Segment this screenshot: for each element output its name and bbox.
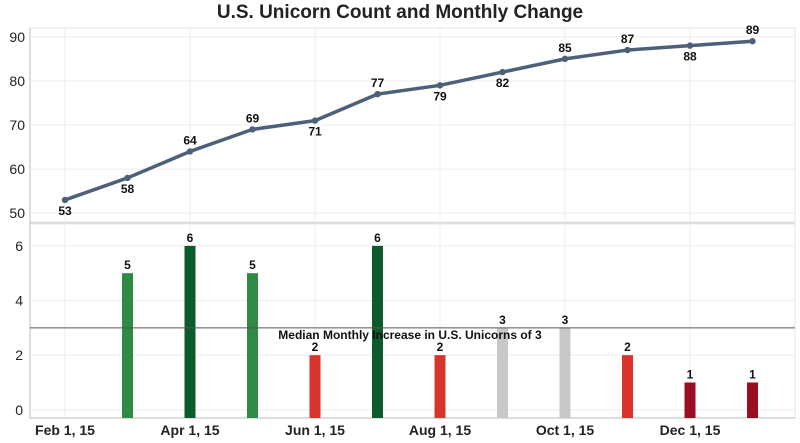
line-value-label: 71 xyxy=(308,125,322,139)
monthly-change-bar xyxy=(747,382,758,418)
line-value-label: 77 xyxy=(371,76,385,90)
bottom-y-tick-label: 6 xyxy=(15,238,23,254)
bar-value-label: 2 xyxy=(437,340,444,354)
top-y-tick-label: 60 xyxy=(9,161,25,177)
x-tick-label: Aug 1, 15 xyxy=(409,422,471,438)
line-point xyxy=(249,126,256,133)
bar-value-label: 2 xyxy=(312,340,319,354)
bar-value-label: 2 xyxy=(624,340,631,354)
chart-title: U.S. Unicorn Count and Monthly Change xyxy=(216,2,584,23)
bar-value-label: 6 xyxy=(187,231,194,245)
x-tick-label: Apr 1, 15 xyxy=(160,422,219,438)
line-point xyxy=(749,38,756,45)
x-tick-label: Dec 1, 15 xyxy=(660,422,721,438)
line-value-label: 64 xyxy=(183,133,197,147)
monthly-change-bar xyxy=(622,355,633,418)
top-y-tick-label: 80 xyxy=(9,73,25,89)
line-panel: 53 58 64 69 71 77 79 82 85 87 88 89 xyxy=(58,23,759,218)
line-point xyxy=(624,46,631,54)
bar-value-label: 6 xyxy=(374,231,381,245)
x-tick-label: Jun 1, 15 xyxy=(285,422,345,438)
bottom-y-tick-label: 2 xyxy=(15,347,23,363)
median-label: Median Monthly Increase in U.S. Unicorns… xyxy=(278,328,542,342)
monthly-change-bar xyxy=(122,273,133,418)
line-value-label: 69 xyxy=(246,111,260,125)
bar-value-label: 1 xyxy=(749,367,756,381)
line-point xyxy=(499,68,506,76)
bottom-panel-frame xyxy=(29,223,796,419)
bar-panel: 5 6 5 2 6 2 3 3 2 1 1 Median Monthly Increase in U.… xyxy=(30,231,795,418)
bar-value-label: 5 xyxy=(124,258,131,272)
bar-value-label: 3 xyxy=(499,313,506,327)
monthly-change-bar xyxy=(309,355,321,418)
grid-layer xyxy=(29,27,796,419)
bar-value-label: 1 xyxy=(687,367,694,381)
line-value-label: 87 xyxy=(621,32,635,46)
x-tick-label: Oct 1, 15 xyxy=(536,422,595,438)
bottom-y-tick-label: 4 xyxy=(15,293,23,309)
top-y-tick-label: 70 xyxy=(9,117,25,133)
line-value-label: 79 xyxy=(433,89,447,103)
line-value-label: 85 xyxy=(558,41,572,55)
line-point xyxy=(61,196,69,204)
monthly-change-bar xyxy=(559,327,571,418)
axis-layer: 50 60 70 80 90 0 2 4 6 Feb 1, 15 Apr 1, 15 Jun 1, 1… xyxy=(9,29,720,438)
line-value-label: 89 xyxy=(746,23,760,37)
unicorn-count-line xyxy=(64,39,753,202)
top-y-tick-label: 90 xyxy=(9,29,25,45)
line-point xyxy=(186,148,194,155)
line-point xyxy=(686,42,694,49)
monthly-change-bar xyxy=(684,382,696,418)
line-point xyxy=(311,117,319,124)
monthly-change-bar xyxy=(184,245,196,418)
monthly-change-bar xyxy=(497,327,508,418)
bar-value-label: 5 xyxy=(249,258,256,272)
top-y-tick-label: 50 xyxy=(9,205,25,221)
line-point xyxy=(436,82,444,89)
bottom-y-tick-label: 0 xyxy=(15,402,23,418)
line-point xyxy=(561,55,569,63)
bar-value-label: 3 xyxy=(562,313,569,327)
line-value-label: 82 xyxy=(496,76,510,90)
monthly-change-bar xyxy=(372,245,383,418)
monthly-change-bar xyxy=(247,273,258,418)
line-value-label: 58 xyxy=(121,182,135,196)
x-tick-label: Feb 1, 15 xyxy=(35,422,95,438)
line-point xyxy=(124,174,131,182)
line-point xyxy=(374,90,381,98)
line-value-label: 88 xyxy=(683,50,697,64)
line-value-label: 53 xyxy=(58,204,72,218)
monthly-change-bar xyxy=(434,355,446,418)
